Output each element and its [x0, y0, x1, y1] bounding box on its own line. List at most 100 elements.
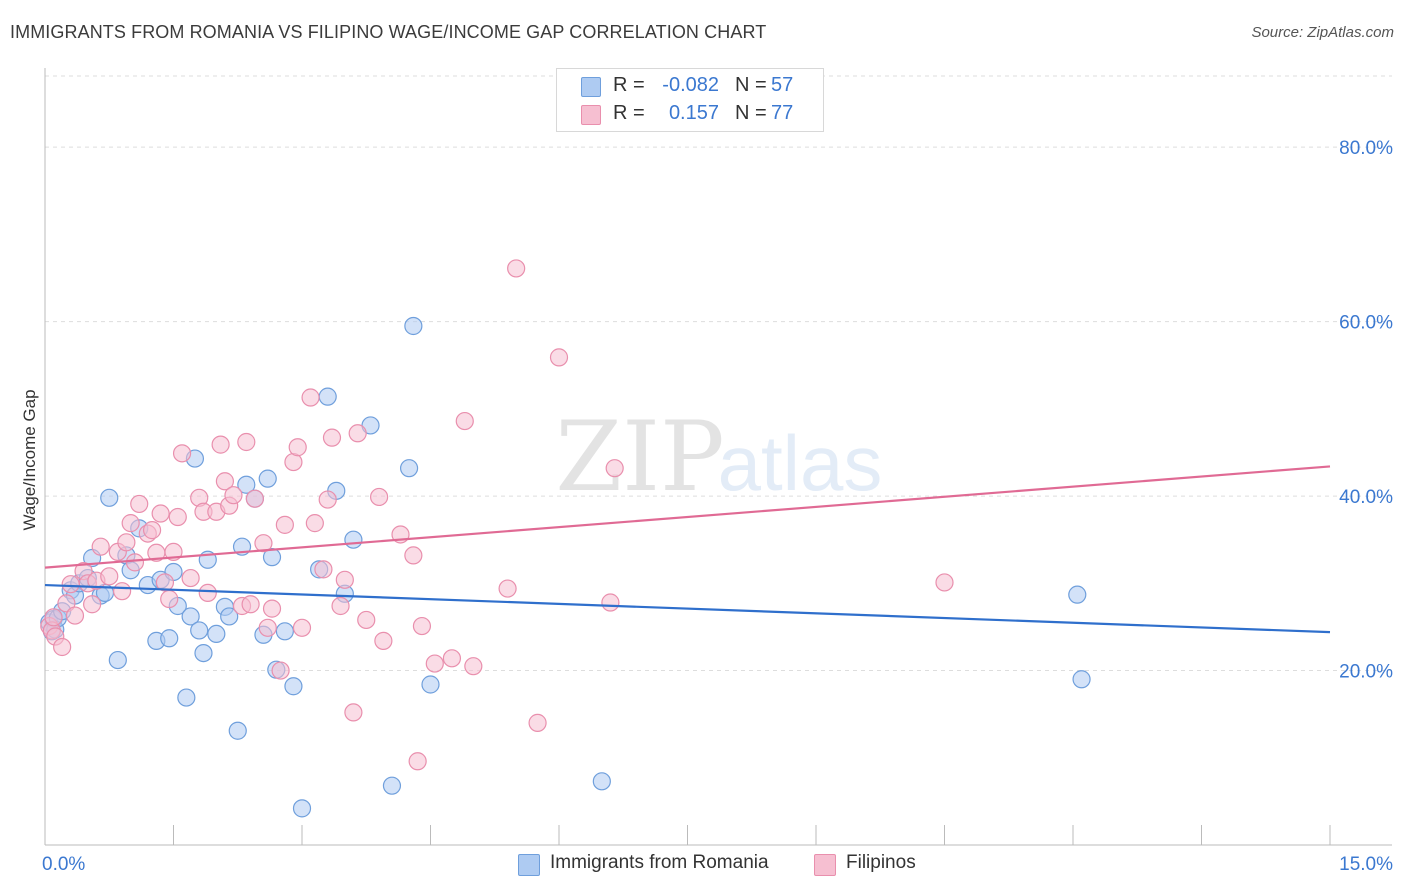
bottom-filipinos-label: Filipinos — [846, 852, 916, 873]
filipino-point — [155, 573, 175, 592]
filipino-point — [601, 593, 620, 612]
filipino-point — [241, 595, 260, 614]
filipino-point — [549, 348, 569, 367]
watermark-atlas: atlas — [718, 419, 883, 507]
filipino-point — [121, 514, 140, 533]
y-tick-label: 80.0% — [1339, 138, 1393, 159]
filipino-point — [357, 610, 376, 630]
filipino-point — [498, 579, 517, 598]
bottom-romania-label: Immigrants from Romania — [550, 852, 769, 873]
filipino-point — [507, 259, 526, 278]
filipino-point — [314, 560, 333, 579]
filipino-point — [305, 514, 324, 533]
filipino-point — [258, 618, 277, 637]
stats-legend: R = -0.082 N = 57 R = 0.157 N = 77 — [556, 68, 824, 132]
filipino-point — [160, 589, 179, 609]
romania-point — [100, 488, 119, 507]
filipino-point — [83, 595, 102, 614]
romania-point — [160, 629, 179, 648]
filipino-point — [425, 654, 444, 673]
filipinos-swatch — [581, 105, 601, 125]
watermark-zip: ZIP — [555, 401, 724, 513]
filipino-point — [271, 661, 290, 680]
filipino-point — [605, 459, 624, 478]
y-axis-label: Wage/Income Gap — [20, 389, 39, 531]
filipino-point — [112, 582, 132, 601]
filipino-point — [61, 575, 80, 594]
romania-point — [382, 776, 402, 795]
romania-point — [404, 316, 423, 336]
filipino-point — [117, 533, 136, 552]
filipino-point — [322, 428, 342, 447]
romania-point — [108, 650, 127, 670]
filipino-point — [245, 489, 264, 508]
filipino-point — [211, 435, 230, 454]
filipino-point — [224, 486, 243, 505]
romania-point — [344, 530, 363, 549]
filipino-point — [168, 507, 187, 527]
filipinos-n-value: 77 — [771, 102, 794, 124]
series-romania — [40, 316, 1091, 818]
source-label: Source: ZipAtlas.com — [1251, 24, 1394, 41]
filipino-point — [335, 570, 354, 589]
filipino-point — [370, 487, 389, 507]
romania-point — [228, 721, 247, 740]
romania-point — [258, 469, 277, 488]
romania-point — [220, 607, 239, 626]
romania-n-label: N = — [735, 74, 767, 96]
romania-point — [181, 607, 200, 626]
series-filipino — [40, 259, 954, 771]
romania-n-value: 57 — [771, 74, 794, 96]
bottom-filipinos-swatch — [814, 854, 836, 876]
filipino-point — [318, 490, 337, 509]
filipino-point — [455, 411, 474, 431]
filipino-point — [130, 494, 149, 514]
bottom-romania-swatch — [518, 854, 540, 876]
romania-swatch — [581, 77, 601, 97]
filipino-point — [412, 616, 432, 636]
filipino-point — [464, 657, 483, 676]
y-tick-label: 20.0% — [1339, 662, 1393, 683]
filipino-point — [91, 537, 110, 556]
filipino-point — [331, 596, 350, 616]
filipino-point — [348, 424, 367, 443]
filipino-point — [442, 649, 462, 668]
x-tick-label: 15.0% — [1339, 854, 1393, 875]
filipino-point — [151, 504, 170, 523]
filipino-point — [254, 534, 273, 553]
filipino-point — [65, 606, 85, 625]
filipino-point — [198, 583, 217, 603]
filipino-point — [288, 438, 307, 457]
romania-point — [237, 475, 256, 494]
romania-point — [592, 772, 611, 791]
y-tick-label: 40.0% — [1339, 487, 1393, 508]
romania-point — [194, 643, 213, 663]
romania-point — [177, 688, 196, 707]
filipino-point — [100, 567, 119, 586]
filipino-point — [125, 553, 145, 572]
filipino-point — [935, 573, 954, 592]
x-tick-label: 0.0% — [42, 854, 85, 875]
filipino-point — [292, 618, 312, 637]
romania-r-value: -0.082 — [662, 74, 719, 96]
romania-point — [275, 622, 294, 641]
romania-point — [421, 675, 440, 694]
y-tick-label: 60.0% — [1339, 313, 1393, 334]
filipino-point — [275, 515, 294, 534]
romania-point — [207, 624, 226, 644]
romania-point — [190, 621, 209, 640]
romania-point — [284, 677, 303, 696]
romania-r-label: R = — [613, 74, 645, 96]
filipino-point — [237, 432, 256, 452]
legend-row-filipinos: R = 0.157 N = 77 — [557, 99, 823, 127]
filipino-point — [374, 631, 393, 650]
filipino-point — [44, 608, 63, 627]
romania-point — [1068, 585, 1087, 604]
romania-trend-line — [44, 583, 1331, 634]
romania-point — [318, 387, 337, 406]
filipinos-n-label: N = — [735, 102, 767, 124]
filipino-point — [408, 752, 427, 771]
filipino-point — [172, 444, 192, 463]
